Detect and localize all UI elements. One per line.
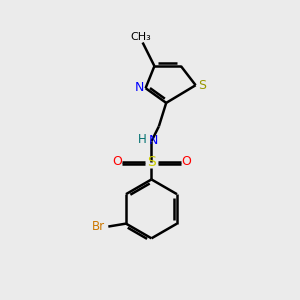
Text: O: O [181,155,191,168]
Text: S: S [198,79,206,92]
Text: H: H [138,133,147,146]
Text: CH₃: CH₃ [131,32,152,42]
Text: N: N [149,134,158,147]
Text: S: S [147,155,156,169]
Text: Br: Br [92,220,105,233]
Text: N: N [135,81,144,94]
Text: O: O [112,155,122,168]
